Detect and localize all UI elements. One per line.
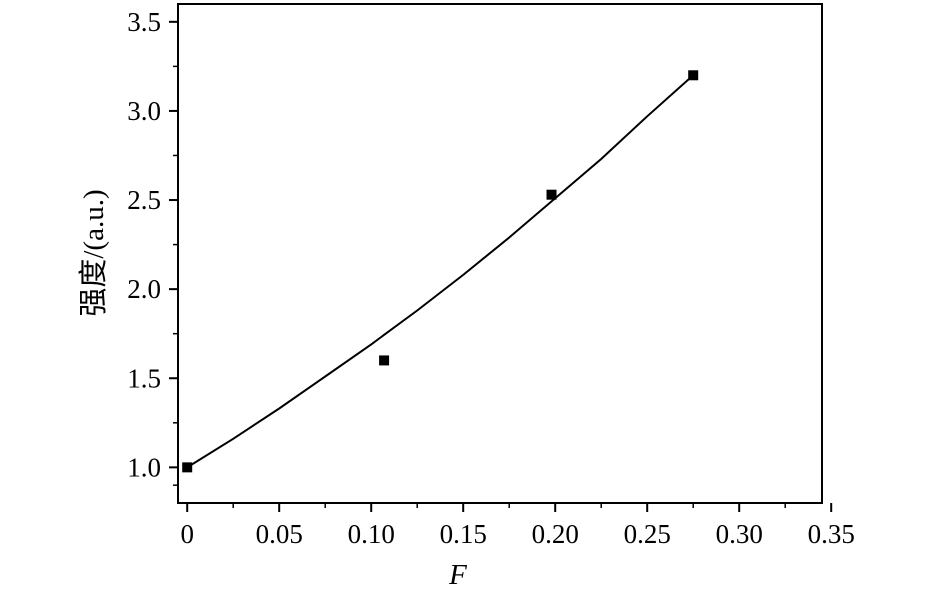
- data-point: [688, 70, 699, 81]
- data-point: [182, 462, 193, 473]
- x-tick-label: 0.25: [624, 519, 671, 549]
- x-tick-label: 0: [180, 519, 194, 549]
- y-axis-ticks: [169, 20, 178, 486]
- x-axis-title: F: [448, 559, 467, 591]
- data-point: [379, 355, 390, 366]
- y-axis-title: 强度/(a.u.): [77, 189, 110, 316]
- x-tick-label: 0.20: [532, 519, 579, 549]
- y-tick-label: 1.0: [127, 452, 161, 482]
- x-tick-label: 0.10: [348, 519, 395, 549]
- x-tick-label: 0.35: [808, 519, 855, 549]
- y-tick-label: 3.0: [127, 96, 161, 126]
- x-tick-label: 0.15: [440, 519, 487, 549]
- data-point: [546, 189, 557, 200]
- y-axis-tick-labels: 1.0 1.5 2.0 2.5 3.0 3.5: [127, 7, 161, 483]
- plot-frame: [177, 3, 823, 504]
- fit-curve: [186, 74, 694, 469]
- y-tick-label: 1.5: [127, 363, 161, 393]
- x-axis-ticks: [186, 503, 833, 512]
- x-tick-label: 0.30: [716, 519, 763, 549]
- x-axis-tick-labels: 0 0.05 0.10 0.15 0.20 0.25 0.30 0.35: [180, 519, 854, 549]
- y-tick-label: 2.0: [127, 274, 161, 304]
- y-tick-label: 2.5: [127, 185, 161, 215]
- y-tick-label: 3.5: [127, 7, 161, 37]
- data-points: [182, 70, 699, 473]
- x-tick-label: 0.05: [256, 519, 303, 549]
